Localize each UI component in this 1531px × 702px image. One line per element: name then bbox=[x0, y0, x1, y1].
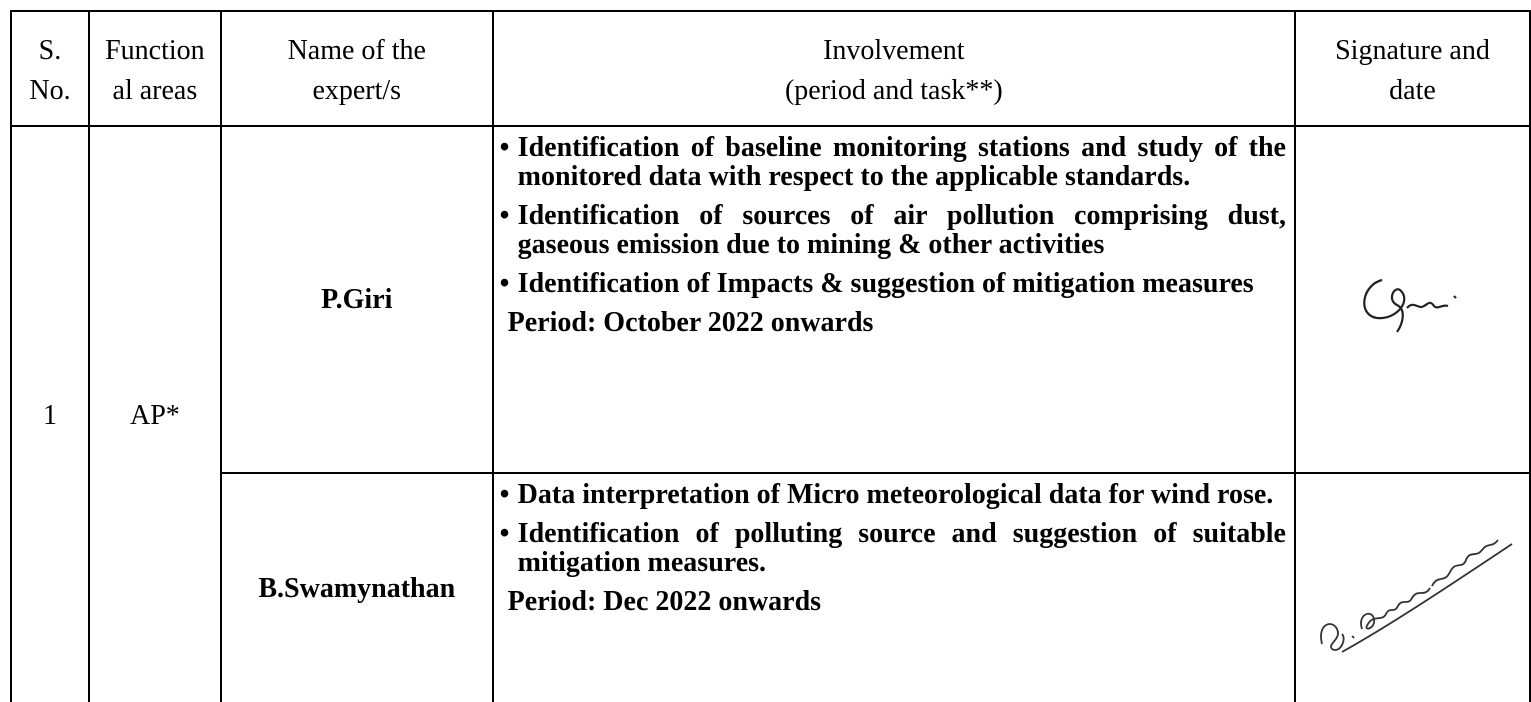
header-row: S. No. Function al areas Name of the expert… bbox=[10, 10, 1531, 127]
task-list: Identification of baseline monitoring st… bbox=[498, 133, 1286, 298]
involvement-cell: Identification of baseline monitoring st… bbox=[491, 125, 1296, 474]
header-text: Signature and bbox=[1335, 34, 1490, 66]
period: Period: October 2022 onwards bbox=[507, 307, 874, 338]
period: Period: Dec 2022 onwards bbox=[507, 586, 822, 617]
task-list: Data interpretation of Micro meteorologi… bbox=[498, 480, 1286, 577]
header-text: Name of the bbox=[287, 34, 426, 66]
header-text: expert/s bbox=[312, 74, 402, 106]
sno-cell: 1 bbox=[10, 125, 90, 702]
header-cell: Name of the expert/s bbox=[219, 10, 494, 127]
header-cell: Signature and date bbox=[1293, 10, 1531, 127]
task: Identification of polluting source and s… bbox=[498, 519, 1286, 577]
task: Identification of Impacts & suggestion o… bbox=[498, 269, 1286, 298]
signature bbox=[1363, 278, 1458, 333]
row: 1 AP* P.Giri Identification of baseline … bbox=[10, 125, 1531, 702]
name-cell: B.Swamynathan bbox=[219, 472, 494, 702]
task: Identification of baseline monitoring st… bbox=[498, 133, 1286, 191]
header-text: Function bbox=[105, 34, 205, 66]
header-text: date bbox=[1389, 74, 1436, 106]
name-cell: P.Giri bbox=[219, 125, 494, 474]
header-text: (period and task**) bbox=[784, 74, 1003, 106]
header-cell: Involvement (period and task**) bbox=[491, 10, 1296, 127]
task: Identification of sources of air polluti… bbox=[498, 201, 1286, 259]
area-cell: AP* bbox=[87, 125, 222, 702]
header-text: al areas bbox=[112, 74, 198, 106]
row: B.Swamynathan Data interpretation of Mic… bbox=[11, 472, 1531, 702]
signature bbox=[1320, 539, 1513, 653]
header-cell: S. No. bbox=[10, 10, 90, 127]
header-cell: Function al areas bbox=[87, 10, 222, 127]
experts-table: S. No. Function al areas Name of the expert… bbox=[10, 10, 1531, 702]
header-text: No. bbox=[29, 74, 71, 106]
involvement-cell: Data interpretation of Micro meteorologi… bbox=[491, 472, 1296, 702]
signature-cell bbox=[1293, 472, 1531, 702]
header-text: S. bbox=[38, 34, 62, 66]
header-text: Involvement bbox=[823, 34, 965, 66]
signature-cell bbox=[1293, 125, 1531, 474]
task: Data interpretation of Micro meteorologi… bbox=[498, 480, 1286, 509]
